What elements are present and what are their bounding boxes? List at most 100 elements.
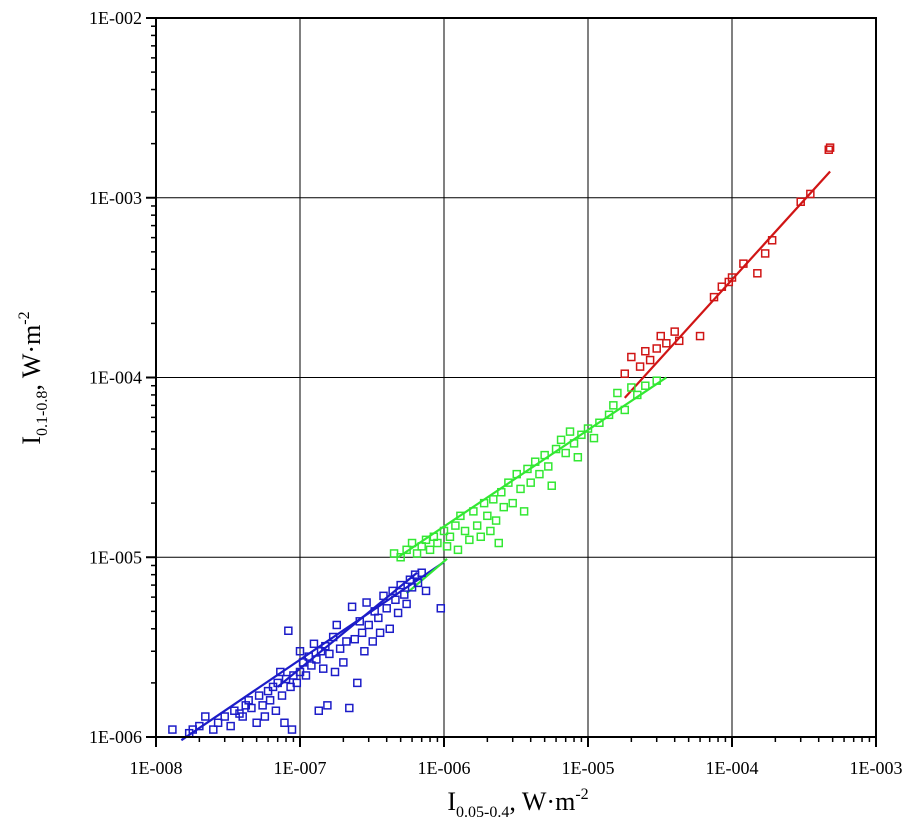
data-point-series-3 (674, 336, 684, 346)
data-point-series-3 (627, 352, 636, 362)
data-point-series-3 (645, 355, 655, 365)
data-point-series-2 (595, 418, 604, 428)
x-tick-label: 1E-008 (130, 758, 183, 778)
fit-line (405, 557, 448, 595)
data-point-series-2 (516, 484, 525, 494)
data-point-series-2 (442, 542, 452, 551)
data-point-series-1 (298, 658, 308, 667)
y-tick-label: 1E-006 (89, 727, 142, 747)
x-tick-label: 1E-006 (418, 758, 471, 778)
data-point-series-1 (328, 632, 338, 642)
data-point-series-1 (260, 712, 270, 721)
x-tick-label: 1E-004 (706, 758, 759, 778)
data-point-series-1 (382, 604, 391, 613)
data-point-series-2 (469, 507, 478, 516)
data-point-series-3 (670, 327, 679, 336)
data-point-series-2 (577, 430, 586, 440)
data-point-series-2 (633, 390, 642, 400)
data-point-series-2 (486, 526, 495, 536)
y-tick-labels: 1E-006 1E-005 1E-004 1E-003 1E-002 (89, 8, 142, 747)
data-points (168, 143, 835, 738)
data-point-series-3 (824, 145, 834, 154)
data-point-series-2 (453, 545, 463, 555)
data-point-series-2 (620, 405, 630, 415)
data-point-series-1 (388, 586, 397, 596)
data-point-series-2 (551, 444, 561, 454)
y-tick-label: 1E-002 (89, 8, 142, 28)
data-point-series-2 (652, 376, 661, 385)
data-point-series-1 (413, 578, 423, 588)
data-point-series-3 (739, 259, 748, 268)
data-point-series-2 (476, 532, 486, 542)
data-point-series-1 (254, 691, 264, 700)
data-point-series-2 (460, 526, 470, 536)
data-point-series-1 (195, 721, 204, 731)
data-point-series-2 (609, 401, 618, 410)
data-point-series-1 (375, 628, 385, 638)
data-point-series-2 (417, 542, 426, 551)
data-point-series-1 (355, 617, 365, 626)
data-point-series-3 (717, 282, 727, 291)
data-point-series-1 (209, 725, 218, 734)
data-point-series-2 (530, 457, 540, 466)
fit-line (623, 170, 831, 399)
data-point-series-1 (335, 644, 345, 653)
data-point-series-1 (280, 718, 289, 728)
data-point-series-1 (332, 620, 342, 630)
data-point-series-1 (292, 678, 302, 688)
data-point-series-2 (535, 469, 544, 479)
data-point-series-1 (258, 701, 267, 710)
data-point-series-1 (314, 706, 324, 715)
data-point-series-1 (436, 604, 446, 613)
data-point-series-1 (295, 646, 305, 656)
data-point-series-1 (323, 701, 332, 710)
data-point-series-2 (456, 511, 465, 521)
data-point-series-2 (504, 478, 513, 487)
data-point-series-1 (417, 568, 426, 577)
y-tick-label: 1E-004 (89, 368, 142, 388)
data-point-series-3 (753, 269, 762, 278)
data-point-series-2 (451, 521, 460, 530)
data-point-series-1 (301, 671, 311, 680)
data-point-series-2 (589, 433, 599, 443)
data-point-series-2 (483, 511, 492, 521)
y-tick-label: 1E-003 (89, 188, 142, 208)
data-point-series-2 (613, 388, 622, 398)
x-tick-label: 1E-005 (562, 758, 615, 778)
data-point-series-2 (526, 478, 535, 487)
data-point-series-1 (276, 667, 285, 677)
data-point-series-2 (547, 481, 556, 490)
data-point-series-1 (360, 646, 369, 656)
data-point-series-2 (512, 469, 521, 479)
data-point-series-2 (641, 381, 650, 390)
data-point-series-1 (353, 678, 362, 688)
data-point-series-3 (825, 143, 835, 152)
data-point-series-2 (494, 538, 504, 548)
data-point-series-1 (316, 646, 326, 656)
data-point-series-1 (252, 718, 261, 728)
data-point-series-2 (544, 462, 553, 471)
data-point-series-2 (499, 502, 509, 512)
y-axis-title: I0.1-0.8, W·m-2 (16, 311, 51, 444)
data-point-series-1 (407, 583, 417, 592)
data-point-series-3 (709, 292, 719, 302)
data-point-series-2 (407, 538, 417, 548)
data-point-series-1 (357, 628, 367, 638)
data-point-series-1 (273, 678, 282, 688)
plot-frame (155, 17, 877, 738)
data-point-series-2 (421, 535, 431, 545)
data-point-series-1 (318, 664, 328, 673)
data-point-series-1 (309, 639, 319, 649)
data-point-series-1 (368, 637, 377, 646)
data-point-series-2 (508, 498, 517, 508)
data-point-series-1 (330, 667, 340, 677)
data-point-series-1 (347, 602, 357, 612)
data-point-series-2 (565, 427, 575, 436)
data-point-series-1 (379, 591, 388, 601)
data-point-series-1 (396, 580, 405, 590)
data-point-series-3 (652, 344, 661, 353)
data-point-series-1 (325, 649, 334, 659)
data-point-series-2 (412, 549, 422, 558)
data-point-series-3 (662, 339, 671, 348)
